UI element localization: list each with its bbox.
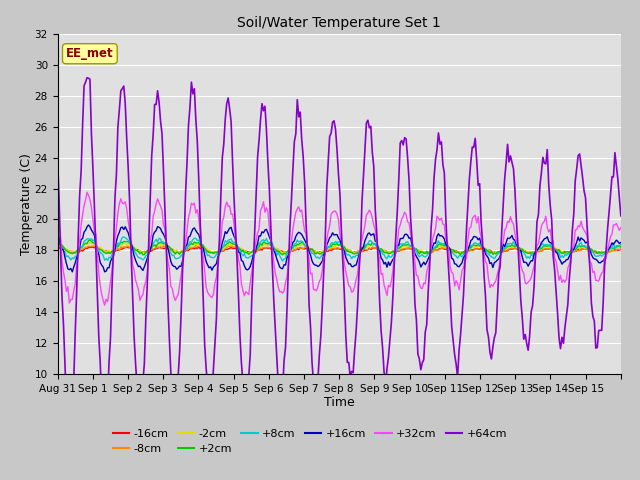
Title: Soil/Water Temperature Set 1: Soil/Water Temperature Set 1 <box>237 16 441 30</box>
Y-axis label: Temperature (C): Temperature (C) <box>20 153 33 255</box>
Text: EE_met: EE_met <box>66 47 114 60</box>
X-axis label: Time: Time <box>324 396 355 408</box>
Legend: -16cm, -8cm, -2cm, +2cm, +8cm, +16cm, +32cm, +64cm: -16cm, -8cm, -2cm, +2cm, +8cm, +16cm, +3… <box>108 424 511 459</box>
